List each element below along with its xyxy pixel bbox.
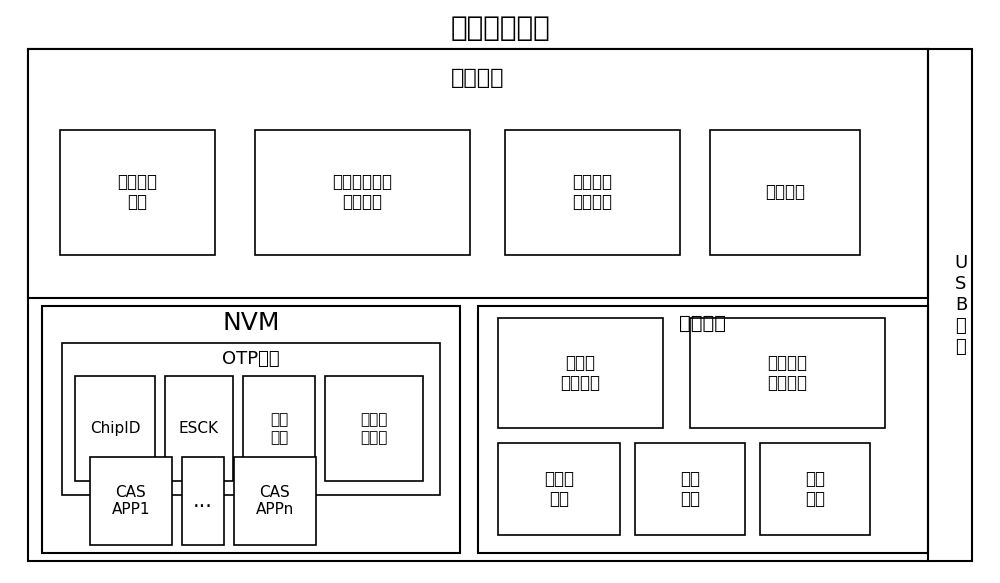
Text: 条件接收装置: 条件接收装置 — [450, 14, 550, 42]
Bar — [182, 457, 224, 545]
Text: 根密钥
派生模块: 根密钥 派生模块 — [560, 354, 600, 392]
Text: 动态密钥
生成模块: 动态密钥 生成模块 — [572, 173, 612, 212]
Bar — [498, 318, 663, 428]
Bar — [478, 306, 928, 553]
Text: 启动校
验密钥: 启动校 验密钥 — [360, 412, 388, 445]
Bar — [690, 318, 885, 428]
Bar — [505, 130, 680, 255]
Bar — [90, 457, 172, 545]
Text: 解扰单元: 解扰单元 — [680, 314, 726, 332]
Text: CAS
APPn: CAS APPn — [256, 485, 294, 517]
Text: 启动校验
模块: 启动校验 模块 — [118, 173, 158, 212]
Text: ...: ... — [193, 491, 213, 511]
Text: NVM: NVM — [222, 311, 280, 335]
Bar — [62, 343, 440, 495]
Bar — [325, 376, 423, 481]
Bar — [28, 49, 928, 298]
Bar — [243, 376, 315, 481]
Bar — [710, 130, 860, 255]
Bar — [165, 376, 233, 481]
Text: 层级密钥
解密模块: 层级密钥 解密模块 — [768, 354, 808, 392]
Text: 数字
证书: 数字 证书 — [270, 412, 288, 445]
Text: CAS
APP1: CAS APP1 — [112, 485, 150, 517]
Bar — [234, 457, 316, 545]
Bar — [635, 443, 745, 535]
Text: 安全芯片密钥
还原模块: 安全芯片密钥 还原模块 — [332, 173, 392, 212]
Bar — [255, 130, 470, 255]
Text: ChipID: ChipID — [90, 421, 140, 436]
Text: ESCK: ESCK — [179, 421, 219, 436]
Text: 安全芯片: 安全芯片 — [451, 68, 505, 88]
Bar — [28, 49, 972, 561]
Text: 通信模块: 通信模块 — [765, 183, 805, 201]
Bar — [75, 376, 155, 481]
Text: 解扰
模块: 解扰 模块 — [680, 469, 700, 508]
Bar — [60, 130, 215, 255]
Bar — [760, 443, 870, 535]
Text: OTP区域: OTP区域 — [222, 350, 280, 368]
Text: U
S
B
接
口: U S B 接 口 — [954, 254, 968, 356]
Text: 加密
模块: 加密 模块 — [805, 469, 825, 508]
Bar — [42, 306, 460, 553]
Bar — [498, 443, 620, 535]
Text: 解复用
模块: 解复用 模块 — [544, 469, 574, 508]
